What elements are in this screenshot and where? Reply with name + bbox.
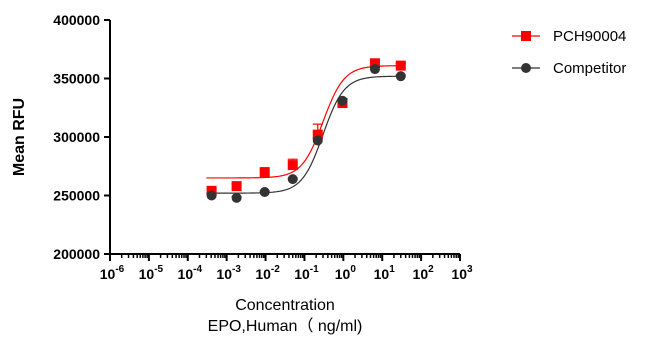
fit-curve: [206, 75, 406, 194]
fit-curves: [206, 65, 406, 194]
legend: PCH90004 Competitor: [512, 28, 626, 77]
data-point: [259, 167, 270, 178]
legend-marker: [521, 31, 531, 41]
legend-label: PCH90004: [553, 28, 626, 45]
fit-curve: [206, 65, 406, 179]
data-point: [395, 71, 406, 82]
y-axis-title: Mean RFU: [11, 98, 28, 176]
data-point: [337, 95, 348, 106]
data-points: [206, 58, 406, 203]
x-tick-label: 10-6: [100, 264, 125, 282]
legend-label: Competitor: [553, 60, 626, 77]
y-tick-label: 300000: [53, 129, 100, 145]
x-tick-label: 10-3: [216, 264, 241, 282]
data-point: [395, 60, 406, 71]
x-tick-label: 100: [335, 264, 357, 282]
data-point: [369, 64, 380, 75]
data-point: [287, 174, 298, 185]
y-tick-label: 200000: [53, 246, 100, 262]
x-tick-label: 101: [374, 264, 396, 282]
data-point: [231, 192, 242, 203]
data-point: [312, 129, 323, 140]
data-point: [259, 186, 270, 197]
y-ticks: 200000 250000 300000 350000 400000: [53, 12, 110, 262]
data-point: [369, 58, 380, 69]
x-axis-title: Concentration: [235, 297, 335, 314]
x-tick-label: 103: [451, 264, 473, 282]
data-point: [287, 160, 298, 171]
x-axis-subtitle: EPO,Human（ ng/ml): [208, 317, 363, 335]
x-tick-label: 10-5: [139, 264, 164, 282]
x-tick-label: 10-1: [294, 264, 319, 282]
x-tick-label: 10-4: [178, 264, 203, 282]
data-point: [312, 135, 323, 146]
legend-marker: [521, 63, 531, 73]
y-tick-label: 350000: [53, 71, 100, 87]
x-tick-label: 10-2: [255, 264, 280, 282]
y-tick-label: 400000: [53, 12, 100, 28]
x-tick-label: 102: [413, 264, 435, 282]
y-tick-label: 250000: [53, 188, 100, 204]
data-point: [231, 181, 242, 192]
data-point: [206, 190, 217, 201]
x-ticks: 10-6 10-5 10-4 10-3 10-2 10-1 100 101 102 103: [100, 254, 473, 282]
axes: [109, 20, 460, 255]
